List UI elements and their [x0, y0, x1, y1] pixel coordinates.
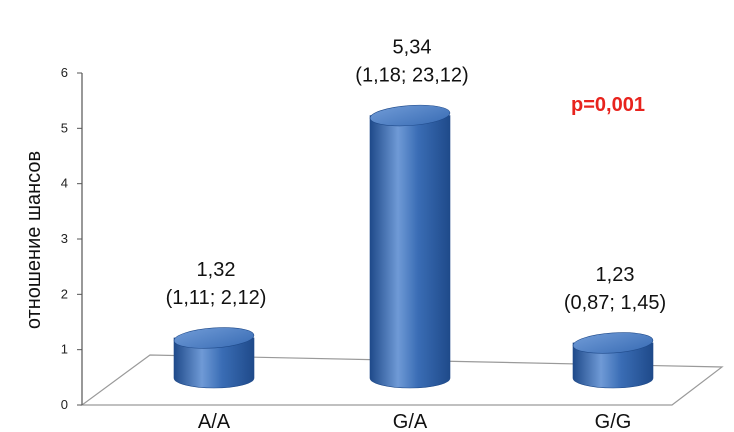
y-tick-label: 3	[61, 231, 68, 246]
y-tick-label: 4	[61, 176, 68, 191]
y-tick-label: 1	[61, 342, 68, 357]
bar-body	[572, 342, 654, 389]
bar	[369, 104, 451, 389]
data-labels: 1,32 (1,11; 2,12) 5,34 (1,18; 23,12) 1,23 (0,…	[166, 37, 667, 314]
x-axis-categories: A/A G/A G/G	[198, 411, 631, 432]
p-value-annotation: p=0,001	[571, 94, 645, 116]
x-category-label: G/G	[595, 411, 632, 432]
data-label-ci: (1,18; 23,12)	[355, 65, 468, 87]
data-label-ci: (1,11; 2,12)	[166, 287, 267, 309]
bar-top	[572, 332, 654, 354]
y-axis: 0 1 2 3 4 5 6	[61, 65, 83, 412]
y-tick-label: 5	[61, 120, 68, 135]
x-category-label: A/A	[198, 411, 231, 432]
bar	[572, 332, 654, 389]
data-label-value: 5,34	[393, 37, 432, 59]
x-category-label: G/A	[393, 411, 428, 432]
y-tick-label: 6	[61, 65, 68, 80]
bars	[173, 104, 654, 389]
bar-body	[173, 337, 255, 389]
bar-body	[369, 115, 451, 389]
bar	[173, 327, 255, 389]
data-label-value: 1,32	[197, 259, 236, 281]
bar-top	[173, 327, 255, 349]
y-tick-label: 0	[61, 397, 68, 412]
y-tick-label: 2	[61, 286, 68, 301]
data-label-ci: (0,87; 1,45)	[564, 292, 666, 314]
y-axis-label: отношение шансов	[23, 151, 45, 329]
data-label-value: 1,23	[596, 264, 635, 286]
bar-top	[369, 104, 451, 127]
